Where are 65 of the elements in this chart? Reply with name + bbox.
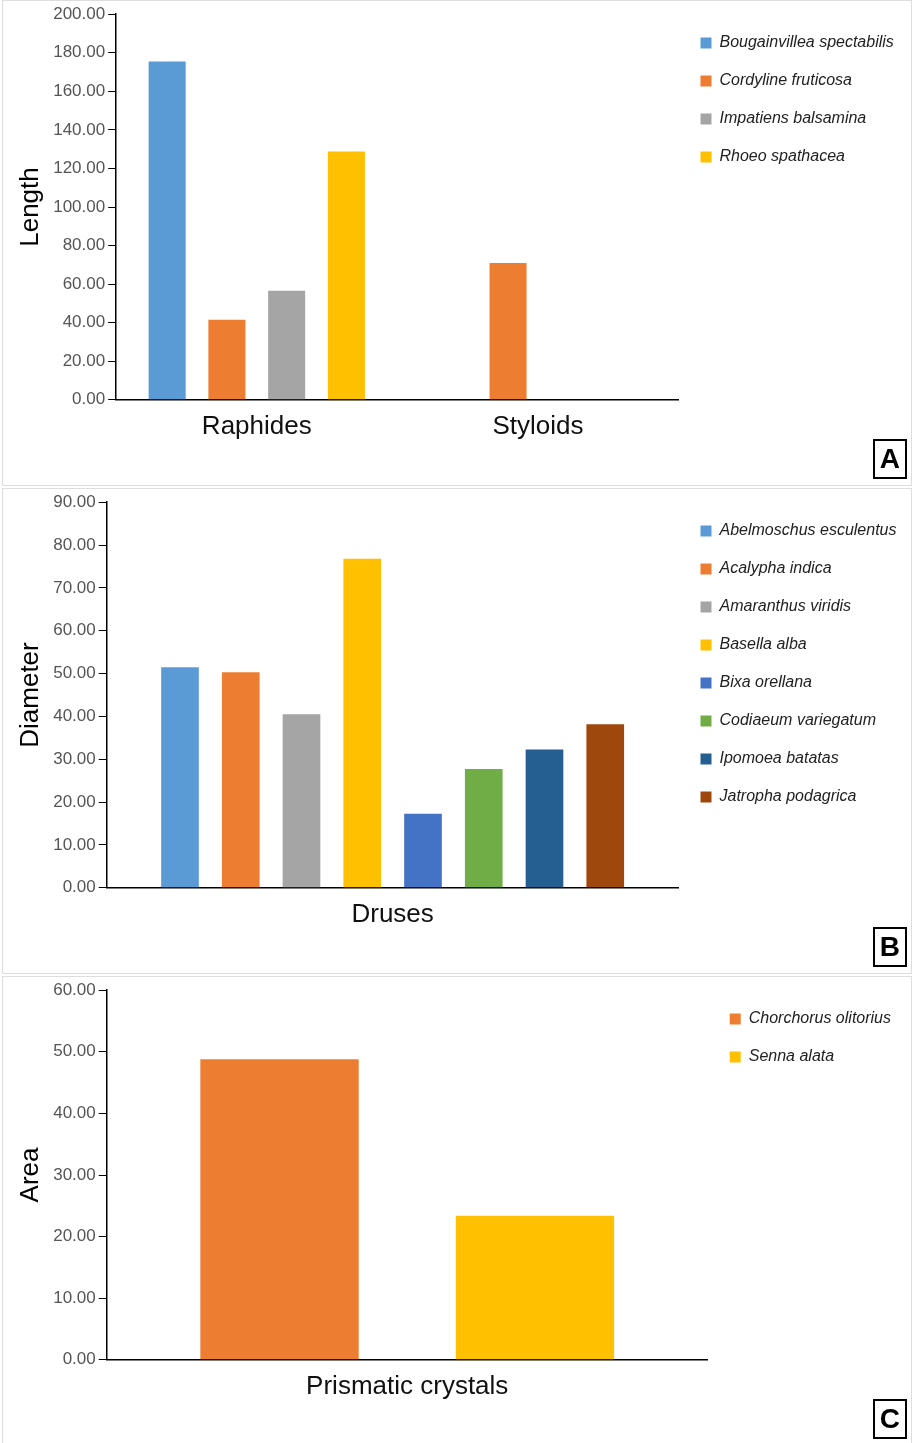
y-axis-title: Length <box>13 167 44 247</box>
y-tick-label: 100.00 <box>53 196 106 216</box>
bar <box>327 151 365 400</box>
y-tick-label: 80.00 <box>62 235 106 255</box>
y-tick-label: 40.00 <box>62 312 106 332</box>
legend-label: Chorchorus olitorius <box>748 1009 891 1027</box>
legend-label: Bougainvillea spectabilis <box>719 33 894 51</box>
y-tick-label: 30.00 <box>53 1164 96 1184</box>
y-tick-label: 40.00 <box>53 706 96 726</box>
legend-label: Rhoeo spathacea <box>719 147 846 165</box>
bar <box>343 558 382 888</box>
legend-label: Amaranthus viridis <box>718 597 852 615</box>
y-tick-label: 30.00 <box>53 748 96 768</box>
y-axis-title: Diameter <box>13 641 44 748</box>
bar <box>525 749 564 888</box>
y-tick-label: 50.00 <box>53 1041 96 1061</box>
text: B <box>872 927 907 967</box>
bar <box>404 813 442 888</box>
y-tick-label: 140.00 <box>53 119 106 139</box>
text: A <box>872 439 907 479</box>
y-tick-label: 20.00 <box>62 350 106 370</box>
y-tick-label: 0.00 <box>62 877 96 897</box>
y-tick-label: 20.00 <box>53 1226 96 1246</box>
x-tick-label: Prismatic crystals <box>306 1369 509 1400</box>
bar <box>489 262 527 400</box>
legend-label: Basella alba <box>719 635 807 653</box>
bar <box>161 667 199 888</box>
bar <box>221 672 260 888</box>
x-tick-label: Druses <box>351 897 434 928</box>
x-tick-label: Styloids <box>492 409 584 440</box>
legend-label: Jatropha podagrica <box>718 787 857 805</box>
legend-label: Codiaeum variegatum <box>719 711 877 729</box>
bar <box>282 714 321 888</box>
y-tick-label: 180.00 <box>53 42 106 62</box>
y-tick-label: 10.00 <box>53 1287 96 1307</box>
bar <box>148 61 186 400</box>
y-tick-label: 160.00 <box>53 81 106 101</box>
legend-label: Ipomoea batatas <box>719 749 839 767</box>
y-tick-label: 80.00 <box>53 534 96 554</box>
y-tick-label: 40.00 <box>53 1103 96 1123</box>
text: C <box>872 1399 907 1439</box>
bar <box>464 769 503 888</box>
x-tick-label: Raphides <box>201 409 312 440</box>
y-tick-label: 60.00 <box>53 620 96 640</box>
y-tick-label: 90.00 <box>53 491 96 511</box>
bar <box>268 290 306 400</box>
legend-label: Cordyline fruticosa <box>719 71 853 89</box>
legend-label: Bixa orellana <box>719 673 813 691</box>
legend-label: Senna alata <box>748 1047 835 1065</box>
y-tick-label: 50.00 <box>53 663 96 683</box>
y-axis-title: Area <box>13 1147 44 1203</box>
y-tick-label: 60.00 <box>53 979 96 999</box>
legend-label: Acalypha indica <box>718 559 832 577</box>
legend-label: Abelmoschus esculentus <box>718 521 897 539</box>
bar <box>586 724 625 888</box>
bar <box>208 319 246 400</box>
y-tick-label: 70.00 <box>53 577 96 597</box>
y-tick-label: 60.00 <box>62 273 106 293</box>
y-tick-label: 120.00 <box>53 158 106 178</box>
y-tick-label: 0.00 <box>72 389 106 409</box>
y-tick-label: 10.00 <box>53 834 96 854</box>
legend-label: Impatiens balsamina <box>719 109 867 127</box>
y-tick-label: 20.00 <box>53 791 96 811</box>
y-tick-label: 200.00 <box>53 3 106 23</box>
y-tick-label: 0.00 <box>62 1349 96 1369</box>
